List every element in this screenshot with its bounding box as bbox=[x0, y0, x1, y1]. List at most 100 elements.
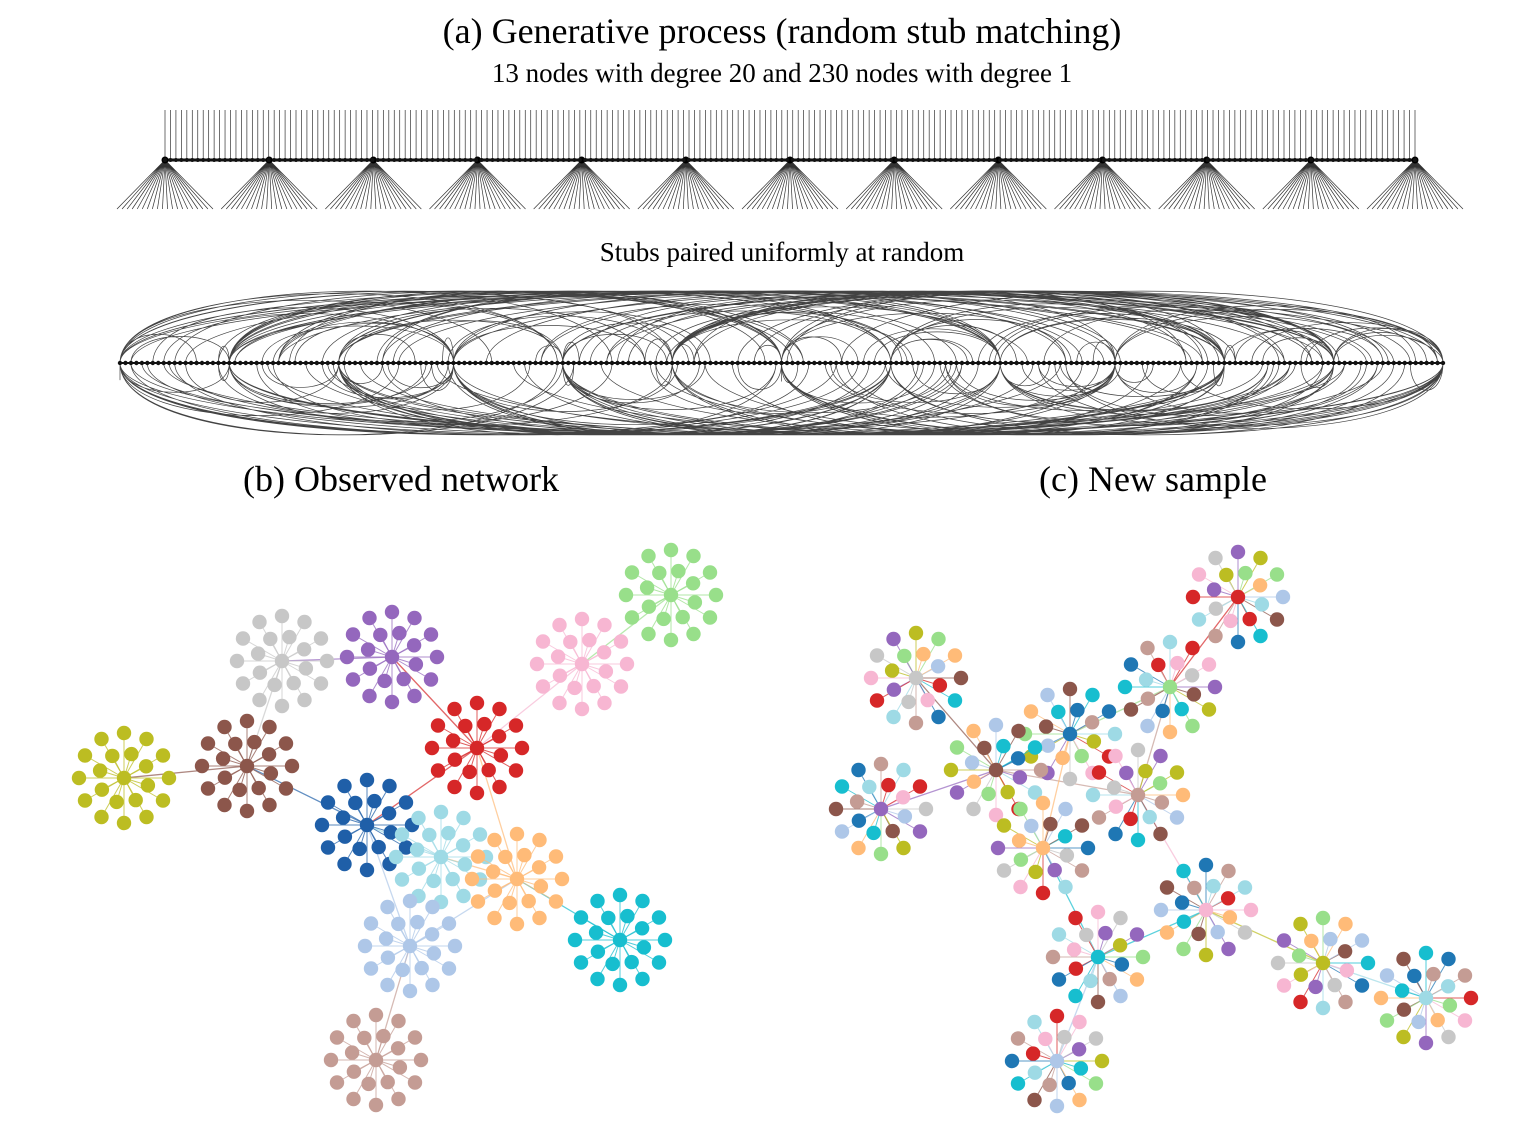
arc-node bbox=[560, 360, 566, 366]
arc-node bbox=[926, 360, 932, 366]
leaf-node bbox=[657, 932, 673, 948]
arc-node bbox=[1249, 360, 1254, 366]
leaf-node bbox=[1269, 612, 1285, 627]
leaf-node bbox=[1243, 902, 1259, 918]
leaf-node bbox=[397, 158, 402, 162]
leaf-node bbox=[1206, 878, 1221, 894]
leaf-node bbox=[885, 823, 900, 839]
leaf-node bbox=[278, 781, 294, 796]
leaf-node bbox=[550, 649, 566, 664]
leaf-node bbox=[869, 648, 885, 663]
leaf-node bbox=[398, 840, 414, 855]
arc-node bbox=[888, 360, 894, 366]
arc-node bbox=[1178, 360, 1183, 366]
leaf-node bbox=[382, 778, 397, 794]
leaf-node bbox=[363, 916, 379, 931]
arc-node bbox=[1140, 360, 1145, 366]
leaf-node bbox=[1303, 158, 1308, 162]
arc-node bbox=[719, 360, 724, 366]
leaf-node bbox=[1047, 862, 1062, 878]
leaf-node bbox=[407, 688, 422, 704]
leaf-node bbox=[1210, 924, 1225, 940]
leaf-node bbox=[441, 961, 457, 976]
hub-node bbox=[509, 871, 525, 887]
leaf-node bbox=[1254, 597, 1270, 612]
leaf-node bbox=[163, 158, 167, 162]
leaf-node bbox=[648, 158, 653, 162]
leaf-node bbox=[360, 642, 376, 657]
arc-node bbox=[779, 360, 784, 366]
leaf-node bbox=[641, 626, 656, 642]
leaf-node bbox=[329, 1030, 345, 1045]
leaf-node bbox=[1237, 925, 1253, 940]
leaf-node bbox=[1153, 748, 1168, 764]
arc-node bbox=[1063, 360, 1068, 366]
arc-node bbox=[577, 360, 582, 366]
arc-node bbox=[232, 360, 238, 366]
arc-node bbox=[1156, 360, 1161, 366]
leaf-node bbox=[920, 692, 935, 708]
leaf-node bbox=[1292, 158, 1297, 162]
leaf-node bbox=[976, 158, 981, 162]
arc-node bbox=[833, 360, 839, 366]
leaf-node bbox=[1027, 740, 1043, 755]
leaf-node bbox=[1153, 826, 1168, 842]
arc-node bbox=[516, 360, 522, 366]
leaf-node bbox=[1051, 972, 1067, 987]
hub-node bbox=[1315, 955, 1331, 971]
hub-cluster bbox=[529, 611, 635, 717]
stubs-diagram bbox=[116, 110, 1464, 210]
leaf-node bbox=[1107, 158, 1112, 162]
hub-node bbox=[1035, 840, 1051, 856]
arc-node bbox=[757, 360, 762, 366]
leaf-node bbox=[423, 627, 439, 642]
arc-node bbox=[467, 360, 473, 366]
arc-node bbox=[1205, 360, 1211, 366]
arc-node bbox=[965, 360, 970, 366]
leaf-node bbox=[1150, 158, 1155, 162]
leaf-node bbox=[391, 916, 406, 932]
arc-node bbox=[276, 360, 281, 366]
leaf-node bbox=[1049, 1008, 1065, 1024]
leaf-node bbox=[1045, 949, 1061, 965]
hub-stub-fan bbox=[950, 159, 1047, 210]
leaf-node bbox=[1066, 942, 1082, 957]
leaf-node bbox=[610, 158, 615, 162]
leaf-node bbox=[409, 842, 425, 857]
leaf-node bbox=[632, 158, 637, 162]
leaf-node bbox=[981, 158, 986, 162]
leaf-node bbox=[834, 158, 839, 162]
leaf-node bbox=[949, 740, 965, 755]
leaf-node bbox=[1373, 990, 1389, 1006]
leaf-node bbox=[1085, 158, 1090, 162]
leaf-node bbox=[1327, 977, 1342, 993]
leaf-node bbox=[613, 679, 629, 694]
leaf-node bbox=[954, 158, 959, 162]
leaf-node bbox=[155, 748, 171, 763]
leaf-node bbox=[1271, 158, 1276, 162]
leaf-node bbox=[1123, 811, 1138, 827]
leaf-node bbox=[1194, 158, 1199, 162]
leaf-node bbox=[474, 158, 479, 162]
arc-node bbox=[298, 360, 303, 366]
leaf-node bbox=[194, 758, 210, 774]
leaf-node bbox=[790, 158, 795, 162]
leaf-node bbox=[601, 910, 616, 926]
leaf-node bbox=[296, 642, 312, 657]
leaf-node bbox=[71, 770, 87, 786]
leaf-node bbox=[391, 1091, 406, 1107]
arc-node bbox=[161, 360, 166, 366]
leaf-node bbox=[886, 682, 902, 697]
arc-node bbox=[358, 360, 363, 366]
leaf-node bbox=[457, 857, 473, 872]
leaf-node bbox=[299, 158, 304, 162]
leaf-node bbox=[283, 158, 288, 162]
arc-node bbox=[915, 360, 921, 366]
leaf-node bbox=[921, 158, 926, 162]
leaf-node bbox=[233, 158, 238, 162]
leaf-node bbox=[687, 158, 692, 162]
leaf-node bbox=[779, 158, 784, 162]
arc-node bbox=[604, 360, 609, 366]
arc-node bbox=[883, 360, 888, 366]
arc-node bbox=[1320, 360, 1325, 366]
